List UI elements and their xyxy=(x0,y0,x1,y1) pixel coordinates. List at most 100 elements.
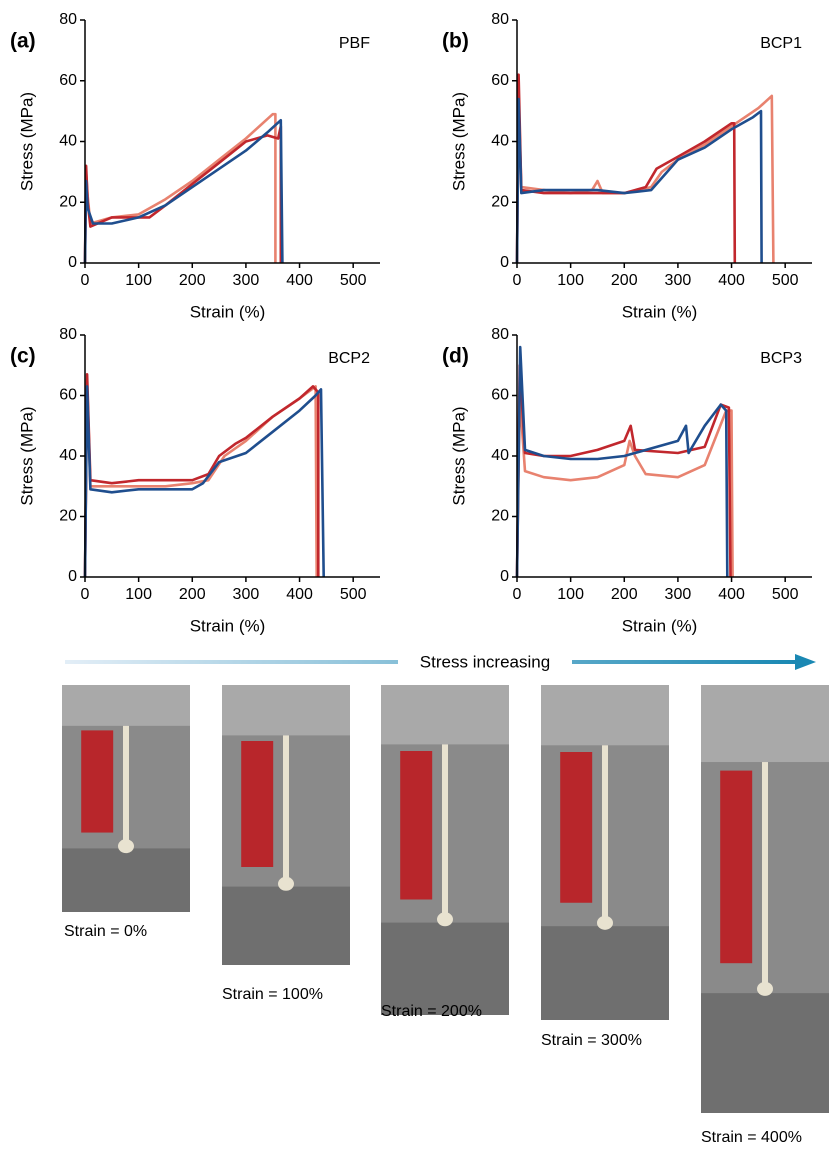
upper-clamp xyxy=(701,685,829,763)
machine-red xyxy=(81,730,114,833)
banner-text: Stress increasing xyxy=(420,652,550,671)
y-axis-label: Stress (MPa) xyxy=(449,92,468,191)
photo-caption: Strain = 400% xyxy=(701,1129,802,1146)
x-axis-label: Strain (%) xyxy=(622,302,698,321)
x-tick-label: 0 xyxy=(513,272,522,289)
x-tick-label: 300 xyxy=(233,272,260,289)
data-line xyxy=(83,385,325,578)
x-tick-label: 300 xyxy=(665,586,692,603)
y-tick-label: 0 xyxy=(68,254,77,271)
lower-clamp xyxy=(541,926,669,1020)
specimen xyxy=(283,735,289,887)
lower-clamp xyxy=(62,848,190,912)
specimen xyxy=(762,762,768,994)
x-axis-label: Strain (%) xyxy=(190,302,266,321)
x-tick-label: 0 xyxy=(81,272,90,289)
x-tick-label: 400 xyxy=(718,586,745,603)
y-tick-label: 40 xyxy=(59,447,77,464)
data-line xyxy=(83,118,284,264)
y-axis-label: Stress (MPa) xyxy=(17,406,36,505)
y-tick-label: 40 xyxy=(59,133,77,150)
specimen xyxy=(442,744,448,923)
x-tick-label: 200 xyxy=(611,586,638,603)
panel-label: (b) xyxy=(442,30,469,53)
specimen xyxy=(602,745,608,927)
y-axis-label: Stress (MPa) xyxy=(17,92,36,191)
x-tick-label: 400 xyxy=(286,586,313,603)
y-tick-label: 20 xyxy=(491,193,509,210)
x-tick-label: 0 xyxy=(513,586,522,603)
lower-clamp xyxy=(222,886,350,965)
y-tick-label: 40 xyxy=(491,447,509,464)
y-tick-label: 0 xyxy=(500,568,509,585)
data-line xyxy=(515,345,729,578)
x-tick-label: 500 xyxy=(772,272,799,289)
panel-title: PBF xyxy=(339,35,370,52)
x-tick-label: 300 xyxy=(665,272,692,289)
y-tick-label: 20 xyxy=(59,508,77,525)
specimen-photo xyxy=(381,685,509,1015)
x-tick-label: 500 xyxy=(340,586,367,603)
panel-label: (d) xyxy=(442,345,469,368)
photo-caption: Strain = 100% xyxy=(222,986,323,1003)
x-tick-label: 200 xyxy=(179,586,206,603)
panel-label: (c) xyxy=(10,345,36,368)
data-line xyxy=(515,364,732,578)
x-tick-label: 0 xyxy=(81,586,90,603)
specimen-end xyxy=(597,915,613,930)
y-tick-label: 80 xyxy=(59,326,77,343)
y-tick-label: 60 xyxy=(491,72,509,89)
data-line xyxy=(515,73,737,264)
y-tick-label: 80 xyxy=(491,326,509,343)
x-tick-label: 400 xyxy=(718,272,745,289)
y-tick-label: 60 xyxy=(59,72,77,89)
specimen-photo xyxy=(701,685,829,1113)
y-tick-label: 0 xyxy=(68,568,77,585)
x-tick-label: 500 xyxy=(340,272,367,289)
upper-clamp xyxy=(381,685,509,745)
data-line xyxy=(515,97,763,264)
y-tick-label: 60 xyxy=(59,387,77,404)
specimen-photo xyxy=(541,685,669,1020)
specimen-photo xyxy=(222,685,350,965)
x-tick-label: 500 xyxy=(772,586,799,603)
x-tick-label: 400 xyxy=(286,272,313,289)
lower-clamp xyxy=(701,993,829,1113)
panel-label: (a) xyxy=(10,30,36,53)
y-tick-label: 0 xyxy=(500,254,509,271)
x-tick-label: 300 xyxy=(233,586,260,603)
x-tick-label: 100 xyxy=(125,272,152,289)
panel-title: BCP2 xyxy=(328,350,370,367)
y-tick-label: 20 xyxy=(491,508,509,525)
y-tick-label: 40 xyxy=(491,133,509,150)
x-tick-label: 100 xyxy=(557,272,584,289)
x-tick-label: 100 xyxy=(557,586,584,603)
y-tick-label: 60 xyxy=(491,387,509,404)
specimen-end xyxy=(278,876,294,891)
data-line xyxy=(83,112,277,264)
specimen-end xyxy=(437,912,453,927)
specimen xyxy=(123,725,129,849)
machine-red xyxy=(400,751,433,900)
specimen-photo xyxy=(62,685,190,912)
x-axis-label: Strain (%) xyxy=(622,616,698,635)
y-tick-label: 20 xyxy=(59,193,77,210)
y-tick-label: 80 xyxy=(59,11,77,28)
x-tick-label: 100 xyxy=(125,586,152,603)
photo-caption: Strain = 200% xyxy=(381,1003,482,1020)
data-line xyxy=(83,373,320,578)
y-axis-label: Stress (MPa) xyxy=(449,406,468,505)
photo-caption: Strain = 300% xyxy=(541,1032,642,1049)
banner-arrow xyxy=(65,650,816,674)
x-axis-label: Strain (%) xyxy=(190,616,266,635)
upper-clamp xyxy=(62,685,190,726)
data-line xyxy=(515,394,734,578)
lower-clamp xyxy=(381,922,509,1015)
upper-clamp xyxy=(222,685,350,736)
panel-title: BCP3 xyxy=(760,350,802,367)
panel-title: BCP1 xyxy=(760,35,802,52)
machine-red xyxy=(560,752,593,903)
specimen-end xyxy=(757,981,773,996)
machine-red xyxy=(720,770,753,964)
